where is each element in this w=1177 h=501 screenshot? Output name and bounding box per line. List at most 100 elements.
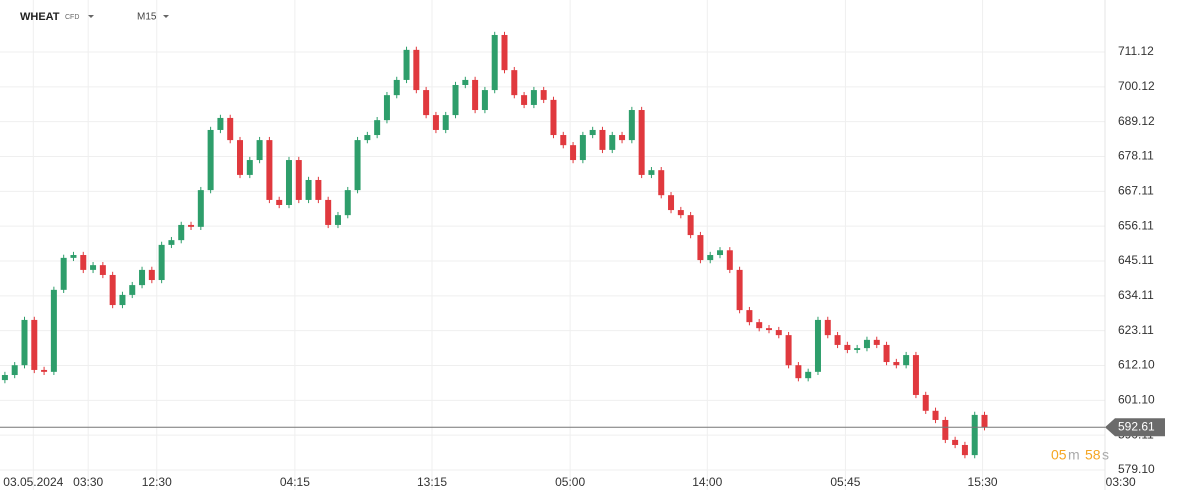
candle-body xyxy=(374,120,381,136)
candle-body xyxy=(677,210,684,216)
candle-body xyxy=(472,79,479,111)
candle-body xyxy=(579,135,586,161)
candle-body xyxy=(207,129,214,191)
y-tick-label: 711.12 xyxy=(1118,44,1154,58)
candle-body xyxy=(276,199,283,205)
candle-body xyxy=(844,344,851,350)
candle-body xyxy=(824,319,831,336)
candle-body xyxy=(295,160,302,200)
y-tick-label: 678.11 xyxy=(1118,149,1154,163)
candle-body xyxy=(805,371,812,379)
candle-body xyxy=(952,439,959,445)
y-tick-label: 645.11 xyxy=(1118,253,1154,267)
candle-body xyxy=(256,140,263,161)
y-tick-label: 656.11 xyxy=(1118,218,1154,232)
candle-body xyxy=(99,265,106,275)
candle-body xyxy=(971,414,978,456)
x-tick-label: 05:00 xyxy=(555,475,585,489)
candle-body xyxy=(775,330,782,336)
candle-body xyxy=(393,79,400,96)
candle-body xyxy=(873,339,880,345)
candle-body xyxy=(80,255,87,270)
x-tick-label: 05:45 xyxy=(830,475,860,489)
candle-body xyxy=(158,244,165,281)
candle-body xyxy=(403,49,410,80)
x-tick-label: 13:15 xyxy=(417,475,447,489)
timer-seconds: 58 xyxy=(1085,447,1101,463)
candle-body xyxy=(364,135,371,141)
candle-body xyxy=(266,140,273,200)
x-tick-label: 15:30 xyxy=(968,475,998,489)
candle-body xyxy=(628,110,635,141)
x-tick-label: 03:30 xyxy=(1106,475,1136,489)
candle-body xyxy=(599,129,606,150)
candle-body xyxy=(423,90,430,116)
candle-body xyxy=(501,34,508,71)
candle-body xyxy=(305,179,312,200)
candle-body xyxy=(109,274,116,306)
candle-body xyxy=(334,215,341,225)
y-tick-label: 601.10 xyxy=(1118,393,1155,407)
candle-body xyxy=(413,49,420,91)
candle-body xyxy=(383,95,390,121)
candle-body xyxy=(41,369,48,372)
candle-body xyxy=(736,269,743,311)
y-tick-label: 667.11 xyxy=(1118,184,1154,198)
candle-body xyxy=(795,365,802,379)
candle-body xyxy=(658,170,665,196)
candle-body xyxy=(854,348,861,350)
candle-body xyxy=(188,224,195,227)
candle-body xyxy=(178,224,185,241)
candle-body xyxy=(237,140,244,175)
candle-body xyxy=(912,355,919,395)
candle-body xyxy=(21,319,28,366)
candle-body xyxy=(726,250,733,270)
dropdown-arrow[interactable] xyxy=(88,15,94,18)
candle-body xyxy=(863,339,870,349)
x-tick-label: 03.05.2024 xyxy=(3,475,63,489)
candle-body xyxy=(60,257,67,290)
candle-body xyxy=(119,294,126,306)
candle-body xyxy=(462,79,469,86)
candle-body xyxy=(893,362,900,366)
candle-body xyxy=(638,110,645,175)
candle-body xyxy=(668,195,675,211)
candle-body xyxy=(432,115,439,130)
candle-body xyxy=(70,255,77,258)
candle-body xyxy=(589,129,596,136)
candle-body xyxy=(481,90,488,111)
candle-body xyxy=(922,394,929,411)
candle-body xyxy=(570,145,577,161)
candle-body xyxy=(344,190,351,216)
candle-body xyxy=(756,322,763,329)
candle-body xyxy=(697,235,704,261)
candle-body xyxy=(903,355,910,366)
candle-body xyxy=(442,115,449,130)
candle-body xyxy=(139,269,146,286)
candle-body xyxy=(217,117,224,130)
candle-body xyxy=(765,328,772,331)
candle-body xyxy=(785,335,792,366)
candle-body xyxy=(168,240,175,245)
candle-body xyxy=(609,135,616,150)
grid xyxy=(0,0,1105,490)
candle-body xyxy=(197,190,204,227)
candle-body xyxy=(687,215,694,236)
y-tick-label: 700.12 xyxy=(1118,79,1155,93)
candle-body xyxy=(148,269,155,281)
timeframe[interactable]: M15 xyxy=(137,12,157,23)
dropdown-arrow[interactable] xyxy=(163,15,169,18)
y-tick-label: 689.12 xyxy=(1118,114,1155,128)
candle-body xyxy=(961,444,968,456)
timer-sec-unit: s xyxy=(1102,447,1109,463)
candle-body xyxy=(814,319,821,372)
x-tick-label: 12:30 xyxy=(142,475,172,489)
candle-body xyxy=(90,265,97,270)
candle-body xyxy=(285,160,292,205)
symbol[interactable]: WHEAT xyxy=(20,11,60,23)
x-tick-label: 04:15 xyxy=(280,475,310,489)
candle-body xyxy=(129,285,136,295)
last-price-label: 592.61 xyxy=(1118,419,1155,433)
candle-body xyxy=(491,34,498,91)
